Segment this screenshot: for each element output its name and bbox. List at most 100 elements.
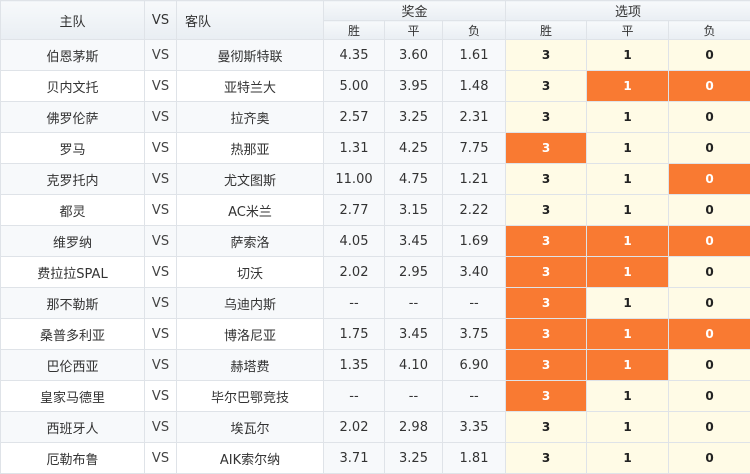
pick-draw[interactable]: 1: [587, 443, 669, 474]
home-team: 维罗纳: [1, 226, 145, 257]
odds-lose: 1.21: [443, 164, 506, 195]
pick-draw[interactable]: 1: [587, 319, 669, 350]
pick-lose[interactable]: 0: [669, 195, 750, 226]
pick-draw[interactable]: 1: [587, 381, 669, 412]
odds-draw: 3.60: [385, 40, 443, 71]
pick-win[interactable]: 3: [506, 195, 587, 226]
pick-draw[interactable]: 1: [587, 195, 669, 226]
pick-win[interactable]: 3: [506, 288, 587, 319]
pick-lose[interactable]: 0: [669, 164, 750, 195]
pick-lose[interactable]: 0: [669, 71, 750, 102]
pick-lose[interactable]: 0: [669, 133, 750, 164]
odds-win: --: [324, 288, 385, 319]
odds-draw: 3.25: [385, 443, 443, 474]
pick-draw[interactable]: 1: [587, 288, 669, 319]
odds-lose: 2.31: [443, 102, 506, 133]
pick-win[interactable]: 3: [506, 350, 587, 381]
away-team: 赫塔费: [177, 350, 324, 381]
away-team: 乌迪内斯: [177, 288, 324, 319]
away-team: 萨索洛: [177, 226, 324, 257]
odds-win: 11.00: [324, 164, 385, 195]
header-pick-win: 胜: [506, 21, 587, 40]
odds-draw: --: [385, 288, 443, 319]
odds-win: 2.02: [324, 412, 385, 443]
away-team: AC米兰: [177, 195, 324, 226]
pick-win[interactable]: 3: [506, 443, 587, 474]
pick-lose[interactable]: 0: [669, 40, 750, 71]
pick-win[interactable]: 3: [506, 412, 587, 443]
pick-win[interactable]: 3: [506, 164, 587, 195]
odds-draw: 2.98: [385, 412, 443, 443]
odds-lose: 2.22: [443, 195, 506, 226]
odds-draw: 3.45: [385, 226, 443, 257]
header-pick-group: 选项: [506, 1, 750, 21]
home-team: 厄勒布鲁: [1, 443, 145, 474]
pick-lose[interactable]: 0: [669, 102, 750, 133]
odds-draw: 3.25: [385, 102, 443, 133]
vs-label: VS: [145, 350, 177, 381]
home-team: 克罗托内: [1, 164, 145, 195]
odds-win: 2.02: [324, 257, 385, 288]
odds-lose: 1.61: [443, 40, 506, 71]
pick-lose[interactable]: 0: [669, 350, 750, 381]
pick-draw[interactable]: 1: [587, 226, 669, 257]
pick-draw[interactable]: 1: [587, 40, 669, 71]
pick-lose[interactable]: 0: [669, 443, 750, 474]
pick-win[interactable]: 3: [506, 257, 587, 288]
pick-win[interactable]: 3: [506, 133, 587, 164]
away-team: 亚特兰大: [177, 71, 324, 102]
odds-win: 1.75: [324, 319, 385, 350]
odds-win: 2.77: [324, 195, 385, 226]
away-team: 曼彻斯特联: [177, 40, 324, 71]
odds-draw: 2.95: [385, 257, 443, 288]
pick-win[interactable]: 3: [506, 71, 587, 102]
odds-lose: 3.35: [443, 412, 506, 443]
pick-lose[interactable]: 0: [669, 319, 750, 350]
odds-lose: 1.81: [443, 443, 506, 474]
header-odds-draw: 平: [385, 21, 443, 40]
odds-draw: 4.25: [385, 133, 443, 164]
pick-draw[interactable]: 1: [587, 133, 669, 164]
pick-lose[interactable]: 0: [669, 381, 750, 412]
pick-draw[interactable]: 1: [587, 257, 669, 288]
pick-lose[interactable]: 0: [669, 412, 750, 443]
odds-win: 3.71: [324, 443, 385, 474]
away-team: 埃瓦尔: [177, 412, 324, 443]
pick-draw[interactable]: 1: [587, 164, 669, 195]
pick-win[interactable]: 3: [506, 102, 587, 133]
pick-win[interactable]: 3: [506, 381, 587, 412]
home-team: 费拉拉SPAL: [1, 257, 145, 288]
home-team: 佛罗伦萨: [1, 102, 145, 133]
pick-draw[interactable]: 1: [587, 71, 669, 102]
odds-lose: 3.40: [443, 257, 506, 288]
pick-draw[interactable]: 1: [587, 412, 669, 443]
odds-win: 4.05: [324, 226, 385, 257]
pick-win[interactable]: 3: [506, 226, 587, 257]
pick-lose[interactable]: 0: [669, 226, 750, 257]
odds-lose: 7.75: [443, 133, 506, 164]
pick-win[interactable]: 3: [506, 40, 587, 71]
vs-label: VS: [145, 381, 177, 412]
pick-lose[interactable]: 0: [669, 288, 750, 319]
pick-win[interactable]: 3: [506, 319, 587, 350]
home-team: 都灵: [1, 195, 145, 226]
pick-lose[interactable]: 0: [669, 257, 750, 288]
vs-label: VS: [145, 443, 177, 474]
pick-draw[interactable]: 1: [587, 102, 669, 133]
pick-draw[interactable]: 1: [587, 350, 669, 381]
vs-label: VS: [145, 40, 177, 71]
vs-label: VS: [145, 102, 177, 133]
header-odds-group: 奖金: [324, 1, 506, 21]
home-team: 桑普多利亚: [1, 319, 145, 350]
home-team: 西班牙人: [1, 412, 145, 443]
home-team: 皇家马德里: [1, 381, 145, 412]
